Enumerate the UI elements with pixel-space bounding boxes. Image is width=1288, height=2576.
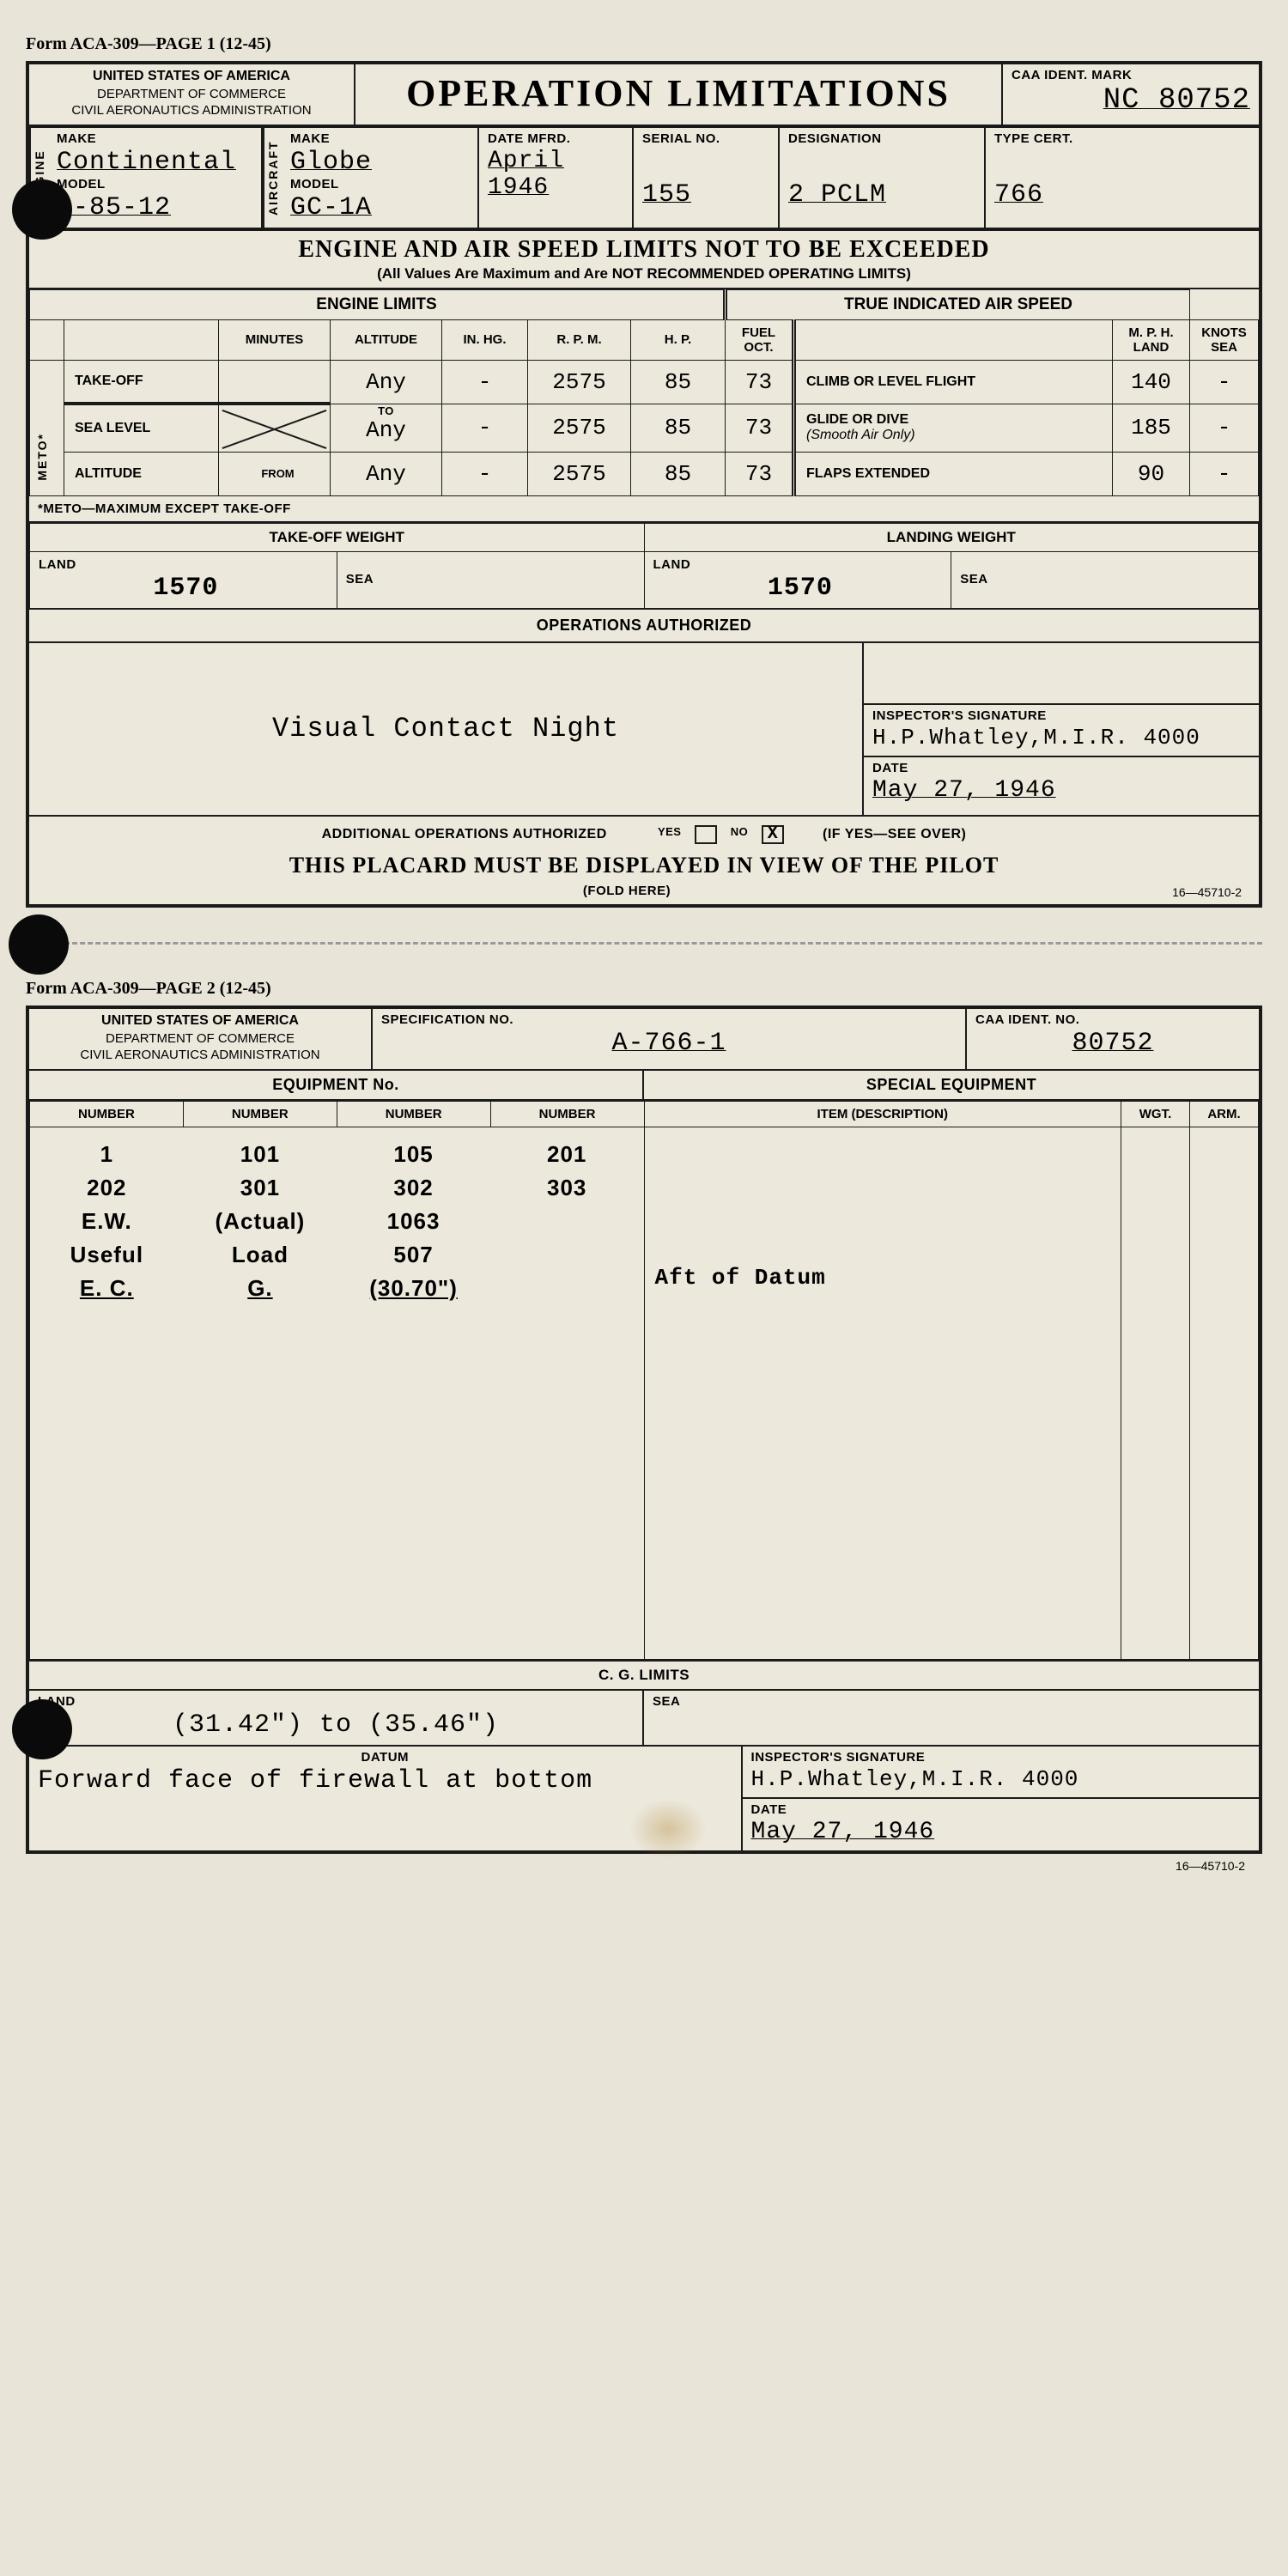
placard-notice: THIS PLACARD MUST BE DISPLAYED IN VIEW O… (29, 848, 1259, 880)
limits-sub: (All Values Are Maximum and Are NOT RECO… (29, 265, 1259, 288)
agency: UNITED STATES OF AMERICA DEPARTMENT OF C… (38, 68, 345, 119)
cg-land: (31.42") to (35.46") (38, 1710, 634, 1740)
equip-cell: (Actual) (184, 1205, 337, 1238)
engine-make: Continental (57, 148, 252, 177)
serial: 155 (642, 180, 769, 210)
date-signed: May 27, 1946 (872, 777, 1250, 804)
equip-cell: E. C. (30, 1272, 184, 1305)
ops-auth-text: Visual Contact Night (272, 713, 619, 744)
equip-cell: Load (184, 1238, 337, 1272)
equip-cell: 507 (337, 1238, 490, 1272)
aircraft-make: Globe (290, 148, 469, 177)
designation: 2 PCLM (788, 180, 975, 210)
equip-cell: 303 (490, 1171, 644, 1205)
caa-label: CAA IDENT. MARK (1012, 68, 1250, 82)
caa-no-2: 80752 (975, 1029, 1250, 1058)
equip-cell: E.W. (30, 1205, 184, 1238)
form-label-1: Form ACA-309—PAGE 1 (12-45) (26, 34, 1262, 54)
equip-cell: 1 (30, 1138, 184, 1171)
title: OPERATION LIMITATIONS (406, 71, 951, 115)
limits-title: ENGINE AND AIR SPEED LIMITS NOT TO BE EX… (29, 231, 1259, 265)
equip-cell: 202 (30, 1171, 184, 1205)
weights-table: TAKE-OFF WEIGHT LANDING WEIGHT LAND 1570… (29, 521, 1259, 610)
yes-checkbox[interactable] (695, 825, 717, 844)
equip-cell: 301 (184, 1171, 337, 1205)
fold-line (26, 942, 1262, 945)
caa-value: NC 80752 (1012, 84, 1250, 117)
limits-table: ENGINE LIMITS TRUE INDICATED AIR SPEED M… (29, 289, 1259, 496)
meto-note: *METO—MAXIMUM EXCEPT TAKE-OFF (29, 496, 1259, 521)
agency-2: UNITED STATES OF AMERICA DEPARTMENT OF C… (38, 1012, 362, 1064)
equip-cell: 201 (490, 1138, 644, 1171)
type-cert: 766 (994, 180, 1250, 210)
no-checkbox[interactable]: X (762, 825, 784, 844)
form-label-2: Form ACA-309—PAGE 2 (12-45) (26, 979, 1262, 999)
engine-model: C-85-12 (57, 193, 252, 222)
equip-cell (490, 1205, 644, 1238)
equip-cell: 105 (337, 1138, 490, 1171)
equip-cell: 302 (337, 1171, 490, 1205)
datum: Forward face of firewall at bottom (38, 1766, 732, 1795)
equip-cell: 1063 (337, 1205, 490, 1238)
equipment-table: NUMBER NUMBER NUMBER NUMBER ITEM (DESCRI… (29, 1101, 1259, 1660)
aircraft-model: GC-1A (290, 193, 469, 222)
inspector-sig-2: H.P.Whatley,M.I.R. 4000 (751, 1766, 1250, 1792)
date-signed-2: May 27, 1946 (751, 1819, 1250, 1845)
page-1: UNITED STATES OF AMERICA DEPARTMENT OF C… (26, 61, 1262, 908)
equip-cell: 101 (184, 1138, 337, 1171)
ops-auth-hdr: OPERATIONS AUTHORIZED (29, 610, 1259, 643)
equip-cell: Useful (30, 1238, 184, 1272)
page-2: UNITED STATES OF AMERICA DEPARTMENT OF C… (26, 1005, 1262, 1854)
equip-cell: G. (184, 1272, 337, 1305)
inspector-sig: H.P.Whatley,M.I.R. 4000 (872, 725, 1250, 750)
aircraft-vlabel: AIRCRAFT (263, 128, 282, 228)
spec-no: A-766-1 (381, 1029, 957, 1058)
date-mfrd: April 1946 (488, 148, 623, 201)
equip-cell: (30.70") (337, 1272, 490, 1305)
equip-cell (490, 1238, 644, 1272)
